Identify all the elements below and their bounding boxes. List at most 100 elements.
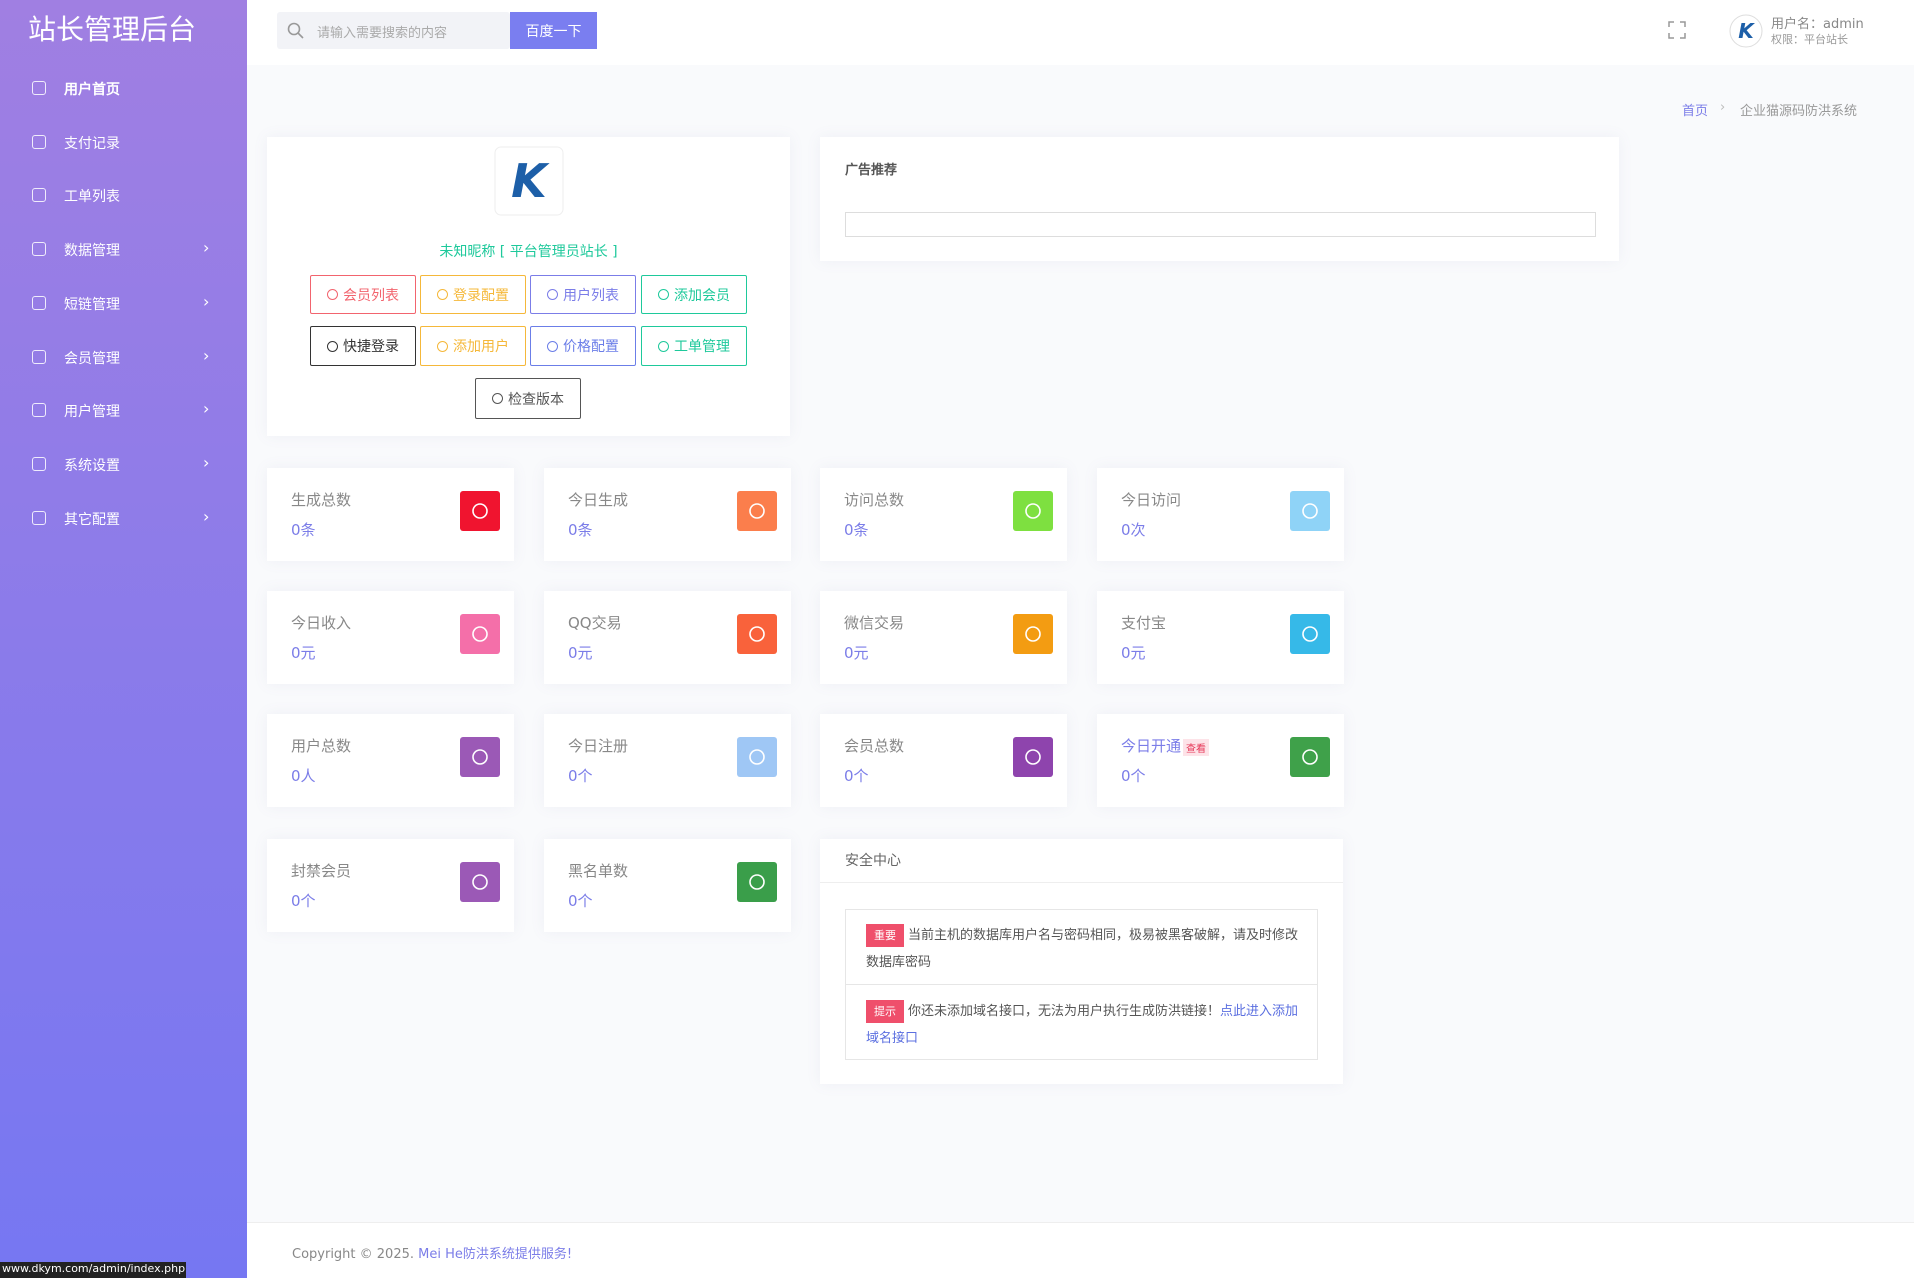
button-label: 检查版本 xyxy=(508,391,564,408)
stat-value: 0元 xyxy=(844,644,869,662)
stat-value: 0次 xyxy=(1121,521,1146,539)
button-label: 价格配置 xyxy=(563,339,619,355)
menu-item[interactable]: 系统设置 › xyxy=(0,444,247,484)
menu-item[interactable]: 短链管理 › xyxy=(0,283,247,323)
stat-card: 今日开通 查看 0个 xyxy=(1097,714,1344,807)
action-button[interactable]: 用户列表 xyxy=(530,275,636,314)
menu-item[interactable]: 支付记录 xyxy=(0,122,247,162)
menu-item[interactable]: 会员管理 › xyxy=(0,337,247,377)
alert-link[interactable]: 点此进入添加域名接口 xyxy=(866,1004,1299,1046)
stat-icon xyxy=(737,862,777,902)
stat-value: 0个 xyxy=(568,892,593,910)
stat-glyph xyxy=(1025,749,1041,765)
copyright: Copyright © 2025. xyxy=(292,1247,419,1262)
menu-arrow: › xyxy=(203,452,210,472)
button-label: 添加用户 xyxy=(453,339,509,355)
stat-icon xyxy=(1013,491,1053,531)
stat-label: 支付宝 xyxy=(1121,614,1167,632)
menu-item[interactable]: 用户首页 xyxy=(0,68,247,108)
stat-value: 0条 xyxy=(291,521,316,539)
fullscreen-icon[interactable] xyxy=(1668,21,1686,39)
stat-card: 黑名单数 0个 xyxy=(544,839,791,932)
stat-value: 0个 xyxy=(291,892,316,910)
menu-arrow: › xyxy=(203,238,210,258)
svg-text:K: K xyxy=(1738,19,1755,43)
stat-icon xyxy=(460,737,500,777)
menu-label: 其它配置 xyxy=(64,511,120,528)
button-icon xyxy=(327,289,338,300)
stat-label: 用户总数 xyxy=(291,737,352,755)
action-button[interactable]: 快捷登录 xyxy=(310,326,416,366)
stat-value: 0人 xyxy=(291,767,316,785)
button-label: 添加会员 xyxy=(674,287,730,304)
stat-icon xyxy=(460,491,500,531)
button-icon xyxy=(437,289,448,300)
stat-value: 0条 xyxy=(844,521,869,539)
status-bar: www.dkym.com/admin/index.php xyxy=(0,1262,186,1278)
menu-item[interactable]: 其它配置 › xyxy=(0,498,247,538)
stat-badge[interactable]: 查看 xyxy=(1183,739,1209,756)
search-button[interactable]: 百度一下 xyxy=(510,12,597,49)
avatar[interactable]: K xyxy=(1729,14,1763,48)
button-icon xyxy=(437,340,448,352)
menu-label: 工单列表 xyxy=(64,189,120,206)
stat-icon xyxy=(460,614,500,654)
button-label: 登录配置 xyxy=(453,287,509,304)
stat-value: 0元 xyxy=(1121,644,1146,662)
action-button[interactable]: 登录配置 xyxy=(420,275,526,314)
action-button[interactable]: 会员列表 xyxy=(310,275,416,314)
stat-label: 黑名单数 xyxy=(568,862,629,880)
stat-label: 今日生成 xyxy=(568,491,629,509)
menu-item[interactable]: 数据管理 › xyxy=(0,229,247,269)
stat-value: 0个 xyxy=(568,767,593,785)
action-button[interactable]: 添加用户 xyxy=(420,326,526,366)
divider xyxy=(820,882,1343,883)
security-list: 重要 当前主机的数据库用户名与密码相同，极易被黑客破解，请及时修改数据库密码 提示你… xyxy=(845,909,1318,1060)
menu-item[interactable]: 工单列表 xyxy=(0,175,247,215)
ad-card: 广告推荐 xyxy=(820,137,1619,261)
profile-logo: K xyxy=(494,146,564,216)
search-box[interactable]: 请输入需要搜索的内容 xyxy=(277,12,510,49)
stat-icon xyxy=(737,737,777,777)
menu-label: 支付记录 xyxy=(64,135,120,152)
button-label: 会员列表 xyxy=(343,287,399,304)
stat-label[interactable]: 今日开通 xyxy=(1121,737,1182,755)
action-button[interactable]: 检查版本 xyxy=(475,378,581,419)
footer-text: Copyright © 2025. Mei He防洪系统提供服务! xyxy=(292,1243,572,1262)
button-icon xyxy=(547,340,558,352)
sidebar-title: 站长管理后台 xyxy=(28,13,197,46)
alert-message: 你还未添加域名接口，无法为用户执行生成防洪链接！ xyxy=(908,1004,1221,1019)
stat-icon xyxy=(1290,737,1330,777)
stat-card: 今日收入 0元 xyxy=(267,591,514,684)
stat-label: 生成总数 xyxy=(291,491,352,509)
stat-label: 封禁会员 xyxy=(291,862,352,880)
menu-label: 短链管理 xyxy=(64,296,120,313)
menu-label: 系统设置 xyxy=(64,457,120,474)
stat-card: 访问总数 0条 xyxy=(820,468,1067,561)
button-label: 用户列表 xyxy=(563,287,619,304)
button-label: 快捷登录 xyxy=(343,339,399,355)
alert-text: 提示 你还未添加域名接口，无法为用户执行生成防洪链接！点此进入添加域名接口 xyxy=(866,998,1306,1052)
stat-card: 会员总数 0个 xyxy=(820,714,1067,807)
stat-label: QQ交易 xyxy=(568,614,622,632)
stat-card: 今日访问 0次 xyxy=(1097,468,1344,561)
action-button[interactable]: 价格配置 xyxy=(530,326,636,366)
action-button[interactable]: 工单管理 xyxy=(641,326,747,366)
stat-glyph xyxy=(1302,503,1318,519)
profile-name: 未知昵称 [ 平台管理员站长 ] xyxy=(439,244,618,260)
stat-glyph xyxy=(1025,503,1041,519)
menu-label: 用户管理 xyxy=(64,404,120,421)
action-button[interactable]: 添加会员 xyxy=(641,275,747,314)
stat-icon xyxy=(1013,614,1053,654)
stat-card: 用户总数 0人 xyxy=(267,714,514,807)
service-link[interactable]: Mei He防洪系统提供服务! xyxy=(418,1247,573,1262)
menu-icon xyxy=(32,456,46,471)
stat-value: 0元 xyxy=(291,644,316,662)
menu-arrow: › xyxy=(203,291,210,311)
stat-card: QQ交易 0元 xyxy=(544,591,791,684)
breadcrumb-home[interactable]: 首页 xyxy=(1682,104,1709,119)
stat-glyph xyxy=(1025,626,1041,642)
breadcrumb-current: 企业猫源码防洪系统 xyxy=(1740,104,1858,119)
menu-item[interactable]: 用户管理 › xyxy=(0,390,247,430)
